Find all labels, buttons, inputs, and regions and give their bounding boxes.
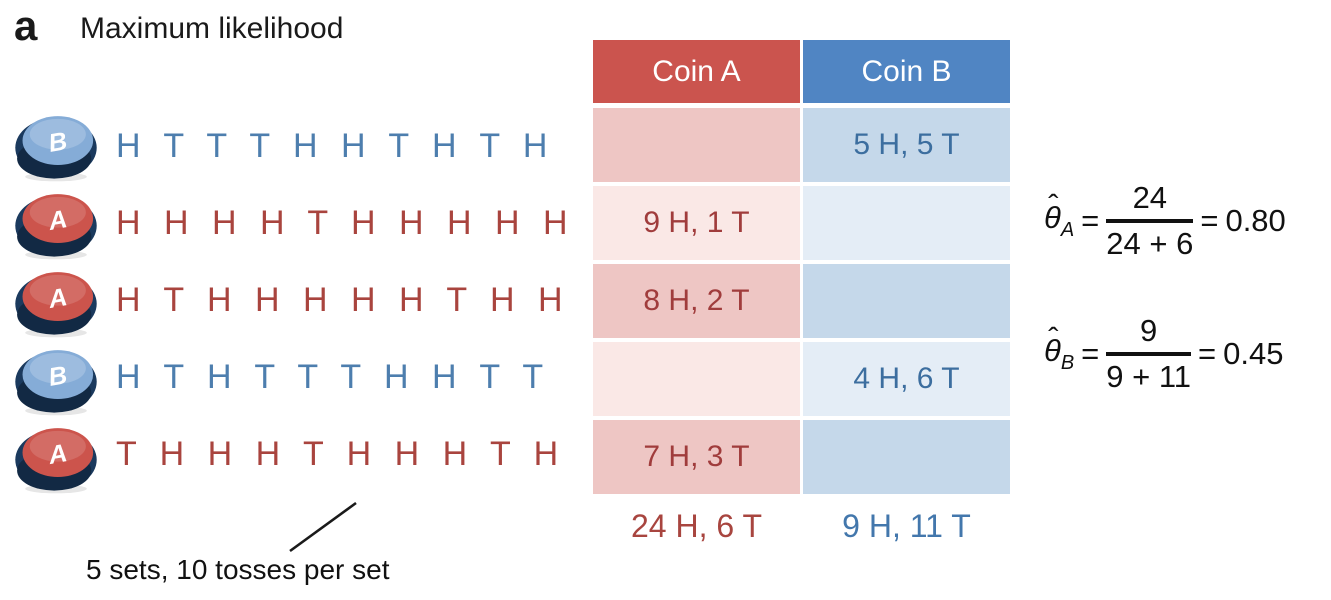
- table-row: 4 H, 6 T: [593, 342, 1010, 416]
- table-row: 7 H, 3 T: [593, 420, 1010, 494]
- equals-sign: =: [1198, 336, 1217, 371]
- svg-text:B: B: [46, 361, 69, 392]
- panel-letter: a: [14, 2, 38, 49]
- table-row: 9 H, 1 T: [593, 186, 1010, 260]
- totals-row: 24 H, 6 T 9 H, 11 T: [593, 508, 1010, 545]
- toss-sequence-2: H H H H T H H H H H: [116, 204, 573, 242]
- coin-a-cell: [593, 108, 800, 182]
- svg-text:A: A: [45, 439, 69, 470]
- coin-b-cell: [803, 264, 1010, 338]
- toss-sequence-1: H T T T H H T H T H: [116, 127, 553, 165]
- toss-sequence-4: H T H T T T H H T T: [116, 358, 549, 396]
- coin-b-cell: 4 H, 6 T: [803, 342, 1010, 416]
- toss-sequence-3: H T H H H H H T H H: [116, 281, 568, 319]
- coin-a-cell: 9 H, 1 T: [593, 186, 800, 260]
- panel-title: Maximum likelihood: [80, 12, 344, 45]
- coin-b-icon: B: [15, 350, 97, 416]
- toss-sequence-5: T H H H T H H H T H: [116, 435, 564, 473]
- table-row: 5 H, 5 T: [593, 108, 1010, 182]
- fraction: 9 9 + 11: [1106, 313, 1192, 394]
- pointer-line: [289, 501, 357, 553]
- coin-a-header: Coin A: [593, 40, 800, 103]
- equals-sign: =: [1081, 203, 1100, 238]
- result-value: 0.45: [1223, 336, 1284, 371]
- result-value: 0.80: [1225, 203, 1286, 238]
- coin-b-icon: B: [15, 116, 97, 182]
- coin-a-cell: 8 H, 2 T: [593, 264, 800, 338]
- coin-a-cell: [593, 342, 800, 416]
- svg-text:A: A: [45, 283, 69, 314]
- coin-b-cell: [803, 186, 1010, 260]
- tally-table: Coin A Coin B 5 H, 5 T 9 H, 1 T 8 H, 2 T…: [593, 40, 1010, 545]
- fraction: 24 24 + 6: [1106, 180, 1194, 261]
- coin-b-header: Coin B: [803, 40, 1010, 103]
- coin-a-icon: A: [15, 272, 97, 338]
- coin-b-total: 9 H, 11 T: [842, 508, 971, 544]
- svg-text:A: A: [45, 205, 69, 236]
- coin-b-cell: 5 H, 5 T: [803, 108, 1010, 182]
- equals-sign: =: [1081, 336, 1100, 371]
- table-header-row: Coin A Coin B: [593, 40, 1010, 103]
- annotation-label: 5 sets, 10 tosses per set: [86, 554, 390, 585]
- coin-b-cell: [803, 420, 1010, 494]
- coin-a-cell: 7 H, 3 T: [593, 420, 800, 494]
- svg-text:B: B: [46, 127, 69, 158]
- coin-a-icon: A: [15, 194, 97, 260]
- coin-a-icon: A: [15, 428, 97, 494]
- equals-sign: =: [1200, 203, 1219, 238]
- table-row: 8 H, 2 T: [593, 264, 1010, 338]
- coin-a-total: 24 H, 6 T: [630, 508, 763, 544]
